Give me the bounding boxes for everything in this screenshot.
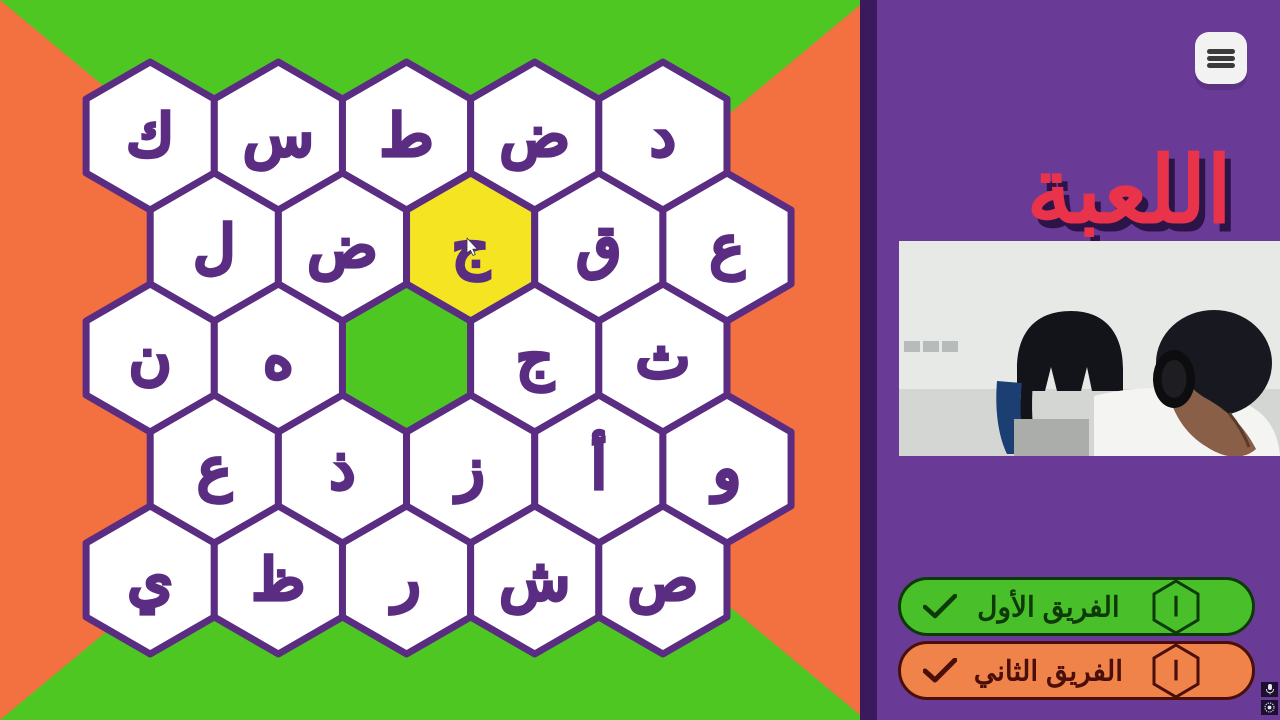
svg-text:ص: ص (628, 548, 698, 616)
svg-text:ر: ر (389, 548, 421, 616)
svg-text:ا: ا (1172, 656, 1179, 686)
svg-text:ي: ي (127, 548, 172, 615)
svg-text:ق: ق (576, 215, 621, 281)
svg-text:ج: ج (516, 326, 555, 394)
svg-text:ع: ع (197, 437, 232, 505)
svg-text:اللعبة: اللعبة (1026, 140, 1232, 242)
svg-text:أ: أ (591, 429, 607, 502)
svg-text:ن: ن (129, 326, 172, 391)
svg-text:س: س (243, 104, 314, 172)
svg-text:د: د (650, 104, 676, 169)
svg-text:ل: ل (193, 215, 235, 280)
svg-text:ظ: ظ (252, 548, 306, 613)
svg-text:ض: ض (307, 215, 377, 283)
svg-text:ض: ض (500, 104, 570, 172)
svg-text:ز: ز (453, 437, 485, 505)
svg-text:ط: ط (380, 104, 434, 169)
svg-text:ع: ع (710, 215, 745, 283)
svg-text:ذ: ذ (330, 437, 356, 502)
svg-text:ك: ك (126, 104, 174, 169)
svg-text:ش: ش (499, 548, 570, 616)
svg-text:ه: ه (263, 326, 293, 391)
svg-text:ا: ا (1172, 592, 1179, 622)
svg-text:و: و (709, 437, 741, 505)
svg-text:ث: ث (636, 326, 691, 391)
